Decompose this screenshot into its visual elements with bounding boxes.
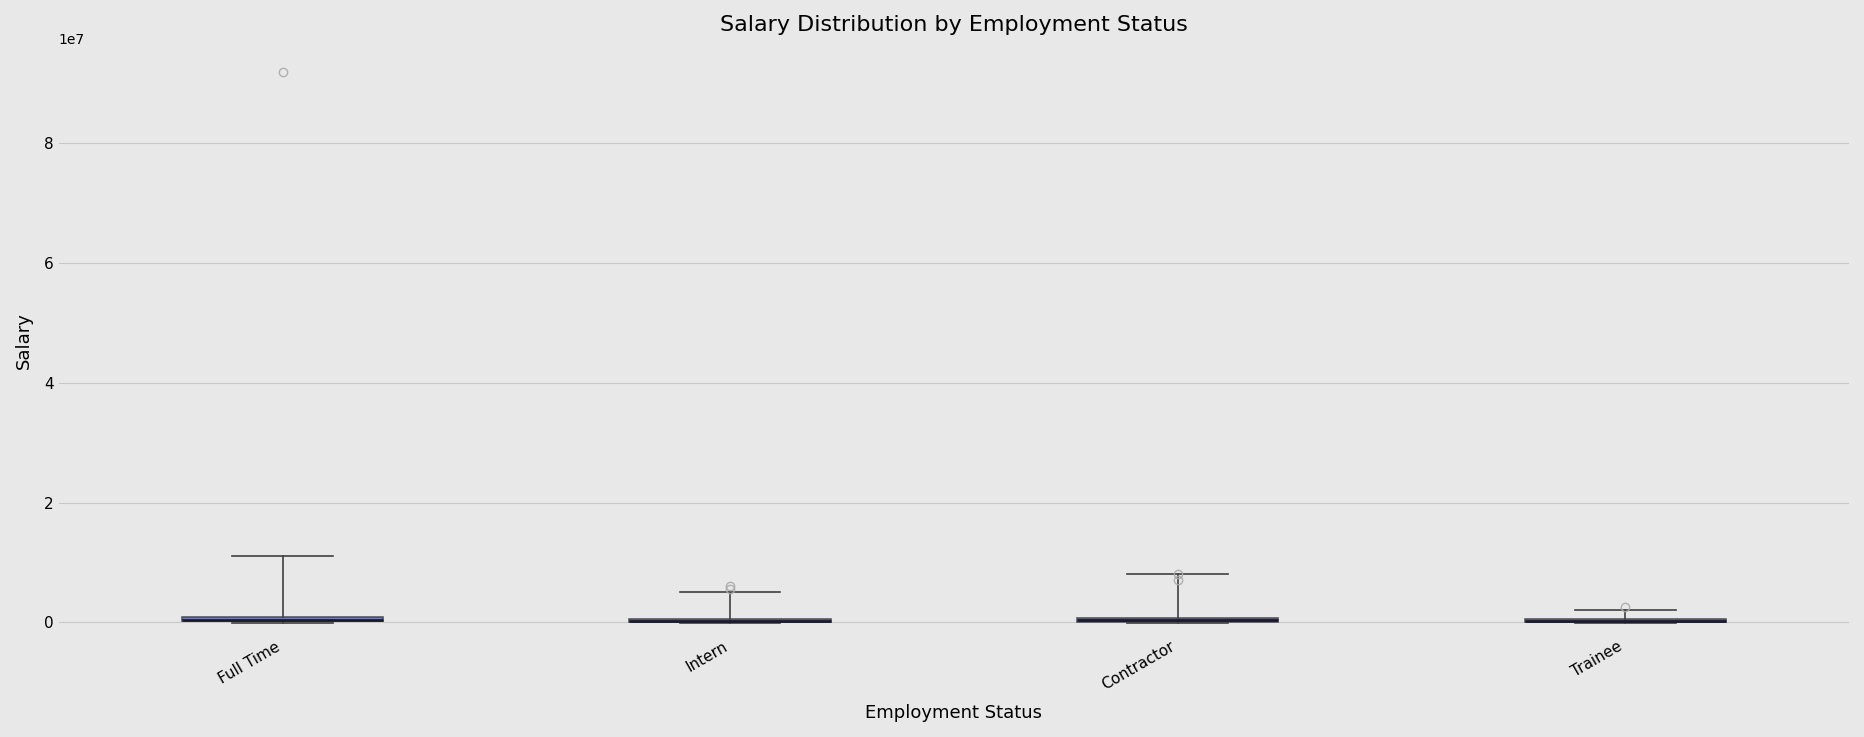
X-axis label: Employment Status: Employment Status [865, 704, 1042, 722]
PathPatch shape [1077, 618, 1279, 621]
Y-axis label: Salary: Salary [15, 312, 34, 369]
PathPatch shape [630, 618, 831, 622]
Title: Salary Distribution by Employment Status: Salary Distribution by Employment Status [720, 15, 1187, 35]
PathPatch shape [1525, 619, 1726, 622]
PathPatch shape [183, 617, 384, 621]
